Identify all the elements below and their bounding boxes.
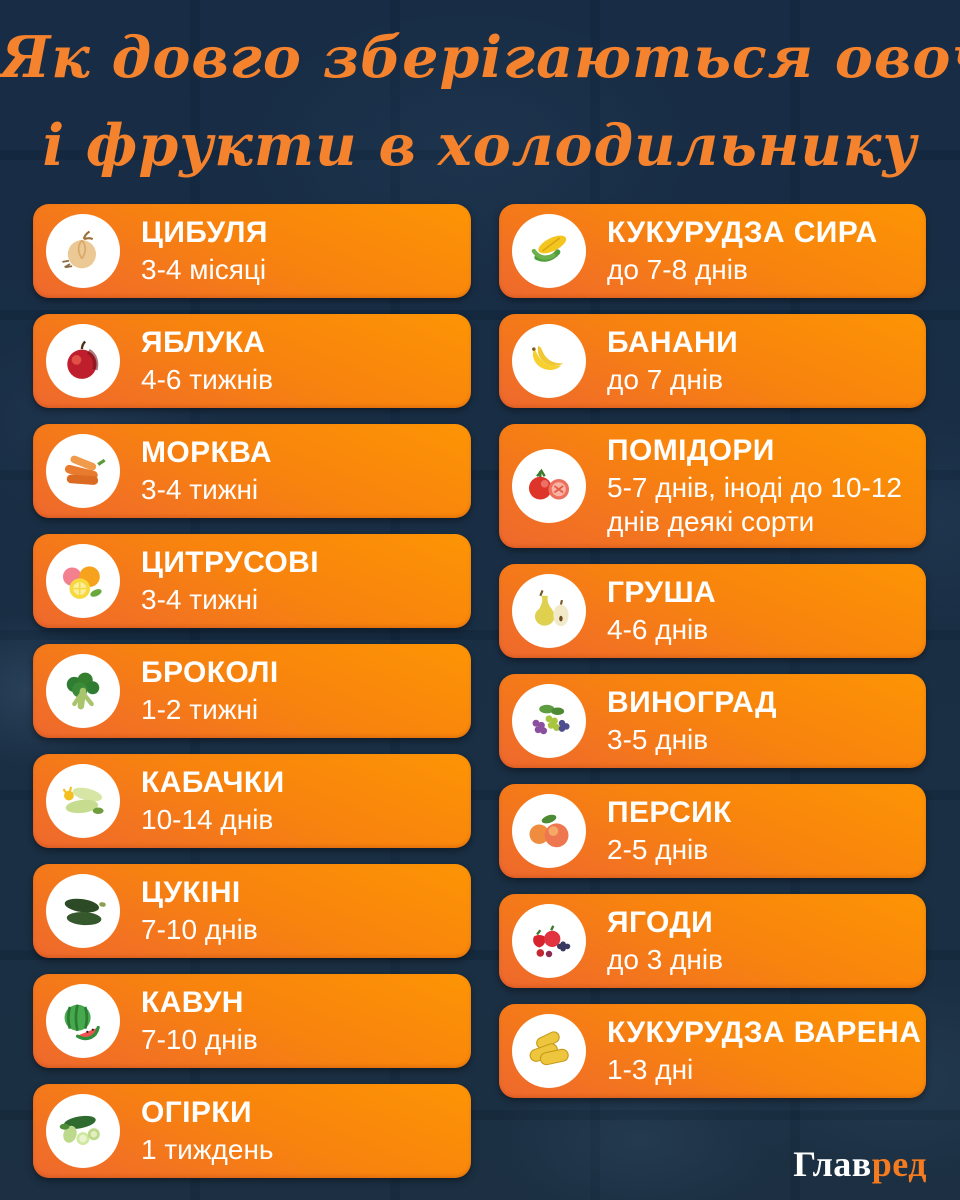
food-card: ЦИТРУСОВІ 3-4 тижні — [33, 534, 471, 628]
pear-icon — [512, 574, 586, 648]
food-card-texts: ЯБЛУКА 4-6 тижнів — [141, 325, 273, 397]
corn-boiled-icon — [512, 1014, 586, 1088]
food-card: БРОКОЛІ 1-2 тижні — [33, 644, 471, 738]
food-card: КАБАЧКИ 10-14 днів — [33, 754, 471, 848]
food-card: ЦИБУЛЯ 3-4 місяці — [33, 204, 471, 298]
food-duration: 4-6 днів — [607, 614, 709, 645]
food-duration: 1-3 дні — [607, 1054, 694, 1085]
cucumber-icon — [46, 1094, 120, 1168]
food-duration: до 7 днів — [607, 364, 723, 395]
watermelon-icon — [46, 984, 120, 1058]
food-card: КУКУРУДЗА СИРА до 7-8 днів — [499, 204, 926, 298]
food-duration: 3-4 місяці — [141, 254, 267, 285]
glavred-logo: Главред — [793, 1143, 927, 1185]
food-name: КАВУН — [141, 986, 244, 1019]
food-card: КАВУН 7-10 днів — [33, 974, 471, 1068]
food-name: БРОКОЛІ — [141, 656, 279, 689]
food-duration: 4-6 тижнів — [141, 364, 274, 395]
cards-area: ЦИБУЛЯ 3-4 місяці ЯБЛУКА 4-6 тижнів МОРК… — [0, 204, 960, 1194]
right-column: КУКУРУДЗА СИРА до 7-8 днів БАНАНИ до 7 д… — [499, 204, 926, 1194]
food-card-texts: ВИНОГРАД 3-5 днів — [607, 685, 777, 757]
food-duration: 5-7 днів, іноді до 10-12 днів деякі сорт… — [607, 472, 902, 537]
food-duration: 3-5 днів — [607, 724, 709, 755]
food-card: ПЕРСИК 2-5 днів — [499, 784, 926, 878]
food-card-texts: БАНАНИ до 7 днів — [607, 325, 738, 397]
food-card-texts: ГРУША 4-6 днів — [607, 575, 716, 647]
food-name: КУКУРУДЗА СИРА — [607, 216, 878, 249]
food-name: ОГІРКИ — [141, 1096, 252, 1129]
food-card-texts: МОРКВА 3-4 тижні — [141, 435, 272, 507]
food-card: ВИНОГРАД 3-5 днів — [499, 674, 926, 768]
apple-icon — [46, 324, 120, 398]
food-card-texts: ЦИТРУСОВІ 3-4 тижні — [141, 545, 319, 617]
berries-icon — [512, 904, 586, 978]
food-name: ВИНОГРАД — [607, 686, 777, 719]
squash-icon — [46, 764, 120, 838]
logo-part-white: Глав — [793, 1144, 872, 1184]
food-card-texts: БРОКОЛІ 1-2 тижні — [141, 655, 279, 727]
food-name: МОРКВА — [141, 436, 272, 469]
food-duration: 3-4 тижні — [141, 474, 259, 505]
zucchini-icon — [46, 874, 120, 948]
food-name: ПОМІДОРИ — [607, 434, 775, 467]
logo-part-orange: ред — [871, 1144, 927, 1184]
food-name: КАБАЧКИ — [141, 766, 285, 799]
food-name: ЦИТРУСОВІ — [141, 546, 319, 579]
food-duration: 3-4 тижні — [141, 584, 259, 615]
left-column: ЦИБУЛЯ 3-4 місяці ЯБЛУКА 4-6 тижнів МОРК… — [33, 204, 471, 1194]
food-name: КУКУРУДЗА ВАРЕНА — [607, 1016, 922, 1049]
food-duration: 1-2 тижні — [141, 694, 259, 725]
food-name: БАНАНИ — [607, 326, 739, 359]
food-name: ЯБЛУКА — [141, 326, 266, 359]
food-card-texts: ЦИБУЛЯ 3-4 місяці — [141, 215, 268, 287]
food-duration: до 7-8 днів — [607, 254, 748, 285]
page-title: Як довго зберігаються овочі і фрукти в х… — [0, 0, 960, 190]
food-card-texts: КУКУРУДЗА СИРА до 7-8 днів — [607, 215, 878, 287]
food-name: ПЕРСИК — [607, 796, 732, 829]
food-card: ЯГОДИ до 3 днів — [499, 894, 926, 988]
food-card-texts: КУКУРУДЗА ВАРЕНА 1-3 дні — [607, 1015, 922, 1087]
food-card-texts: ЦУКІНІ 7-10 днів — [141, 875, 258, 947]
title-line-1: Як довго зберігаються овочі — [0, 24, 960, 91]
food-name: ЦИБУЛЯ — [141, 216, 268, 249]
peach-icon — [512, 794, 586, 868]
food-card-texts: ОГІРКИ 1 тиждень — [141, 1095, 274, 1167]
food-card: ОГІРКИ 1 тиждень — [33, 1084, 471, 1178]
food-card: БАНАНИ до 7 днів — [499, 314, 926, 408]
food-card: МОРКВА 3-4 тижні — [33, 424, 471, 518]
corn-raw-icon — [512, 214, 586, 288]
food-card: ГРУША 4-6 днів — [499, 564, 926, 658]
banana-icon — [512, 324, 586, 398]
food-duration: 7-10 днів — [141, 914, 258, 945]
title-line-2: і фрукти в холодильнику — [42, 112, 918, 179]
food-name: ГРУША — [607, 576, 717, 609]
food-card-texts: КАБАЧКИ 10-14 днів — [141, 765, 285, 837]
citrus-icon — [46, 544, 120, 618]
carrot-icon — [46, 434, 120, 508]
food-duration: 1 тиждень — [141, 1134, 274, 1165]
food-duration: 2-5 днів — [607, 834, 709, 865]
food-card: ПОМІДОРИ 5-7 днів, іноді до 10-12 днів д… — [499, 424, 926, 548]
food-card-texts: ЯГОДИ до 3 днів — [607, 905, 723, 977]
broccoli-icon — [46, 654, 120, 728]
food-name: ЯГОДИ — [607, 906, 714, 939]
food-card: ЯБЛУКА 4-6 тижнів — [33, 314, 471, 408]
food-card-texts: ПОМІДОРИ 5-7 днів, іноді до 10-12 днів д… — [607, 433, 914, 539]
onion-icon — [46, 214, 120, 288]
grape-icon — [512, 684, 586, 758]
food-card: КУКУРУДЗА ВАРЕНА 1-3 дні — [499, 1004, 926, 1098]
food-card-texts: КАВУН 7-10 днів — [141, 985, 258, 1057]
tomato-icon — [512, 449, 586, 523]
food-duration: 10-14 днів — [141, 804, 274, 835]
food-duration: до 3 днів — [607, 944, 723, 975]
food-card-texts: ПЕРСИК 2-5 днів — [607, 795, 732, 867]
food-card: ЦУКІНІ 7-10 днів — [33, 864, 471, 958]
food-name: ЦУКІНІ — [141, 876, 241, 909]
food-duration: 7-10 днів — [141, 1024, 258, 1055]
